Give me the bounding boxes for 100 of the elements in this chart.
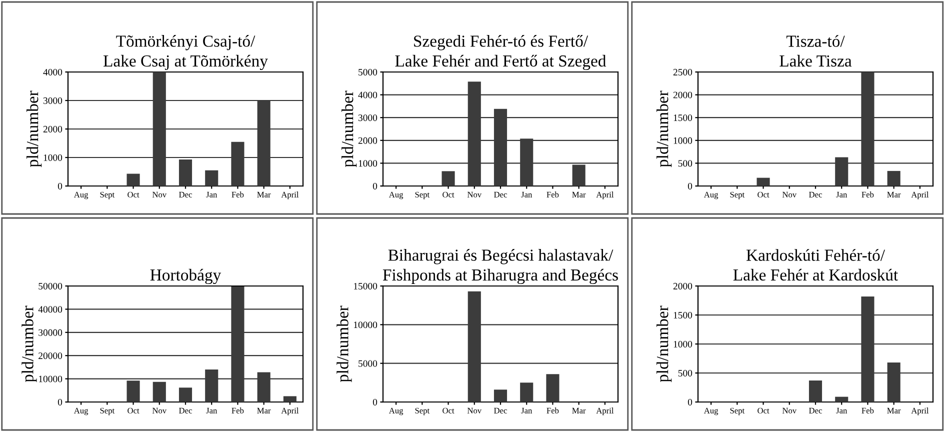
x-tick-label: Nov — [152, 192, 167, 198]
bar — [152, 382, 166, 402]
chart-title: Hortobágy — [150, 268, 222, 284]
x-tick-label: Dec — [494, 192, 507, 198]
x-tick-label: Sept — [730, 192, 745, 200]
x-tick-label: Sept — [415, 192, 430, 200]
y-tick-label: 4000 — [358, 92, 378, 98]
x-tick-label: Feb — [546, 192, 559, 198]
y-tick-label: 15000 — [354, 282, 378, 290]
x-tick-label: Jan — [206, 192, 218, 198]
x-tick-label: Aug — [704, 408, 718, 416]
y-tick-label: 1000 — [44, 154, 62, 161]
x-tick-label: Oct — [128, 408, 140, 414]
bar — [494, 390, 508, 402]
y-axis-title: pld/number — [656, 306, 672, 382]
y-tick-label: 3000 — [358, 114, 378, 122]
x-tick-label: April — [281, 408, 299, 416]
x-tick-label: Feb — [232, 408, 244, 414]
x-tick-label: Nov — [467, 408, 482, 414]
y-tick-label: 1500 — [674, 312, 692, 318]
x-tick-label: Jan — [521, 192, 532, 198]
x-tick-label: Sept — [415, 408, 430, 416]
y-tick-label: 1000 — [674, 137, 692, 144]
x-tick-label: Mar — [257, 192, 271, 198]
x-tick-label: Feb — [862, 408, 874, 414]
x-tick-label: Jan — [206, 408, 218, 414]
y-tick-label: 0 — [58, 182, 62, 190]
y-tick-label: 10000 — [354, 322, 378, 328]
bar — [442, 171, 455, 186]
x-tick-label: Aug — [704, 192, 718, 200]
y-tick-label: 10000 — [38, 376, 62, 382]
y-tick-label: 40000 — [38, 306, 62, 313]
x-tick-label: Mar — [887, 192, 901, 198]
chart-title: Biharugrai és Begécsi halastavak/ Fishponds at Biharugra and Begécs — [382, 249, 618, 284]
bar — [178, 388, 192, 402]
x-tick-label: April — [911, 192, 929, 200]
y-axis-title: pld/number — [656, 90, 672, 168]
x-tick-label: Aug — [74, 192, 88, 200]
x-tick-label: Sept — [100, 192, 115, 200]
bar — [835, 396, 848, 402]
x-tick-label: April — [596, 408, 614, 416]
x-tick-label: Sept — [100, 408, 115, 416]
x-tick-label: Aug — [74, 408, 88, 416]
y-tick-label: 0 — [372, 398, 378, 406]
bar — [520, 382, 534, 402]
y-axis-title: pld/number — [341, 90, 357, 168]
y-tick-label: 5000 — [358, 360, 378, 367]
x-tick-label: Oct — [758, 408, 770, 414]
x-tick-label: Jan — [836, 192, 848, 198]
x-tick-label: Jan — [836, 408, 848, 414]
y-tick-label: 20000 — [38, 352, 62, 360]
bar — [283, 396, 296, 402]
chart-title: Tõmörkényi Csaj-tó/ Lake Csaj at Tõmörkény — [104, 35, 268, 70]
chart-title: Kardoskúti Fehér-tó/ Lake Fehér at Kardoskút — [733, 249, 898, 281]
bar — [887, 170, 900, 186]
y-tick-label: 0 — [688, 398, 692, 406]
x-tick-label: Feb — [862, 192, 874, 198]
x-tick-label: Mar — [572, 408, 586, 414]
y-tick-label: 0 — [688, 182, 692, 190]
y-tick-label: 1000 — [358, 160, 378, 167]
y-tick-label: 4000 — [43, 68, 62, 76]
y-axis-title: pld/number — [22, 306, 37, 382]
x-tick-label: Mar — [572, 192, 586, 198]
x-tick-label: Dec — [179, 192, 192, 198]
x-tick-label: Sept — [730, 408, 745, 416]
bar — [808, 380, 822, 402]
x-tick-label: Oct — [758, 192, 770, 198]
y-tick-label: 2500 — [673, 68, 692, 76]
x-tick-label: Oct — [442, 408, 454, 414]
x-tick-label: Dec — [809, 408, 822, 414]
chart-title: Tisza-tó/ Lake Tisza — [780, 35, 852, 67]
y-axis-title: pld/number — [26, 90, 42, 168]
x-tick-label: Feb — [232, 192, 244, 198]
x-tick-label: Dec — [179, 408, 192, 414]
x-tick-label: April — [911, 408, 929, 416]
y-tick-label: 1000 — [674, 340, 692, 348]
x-tick-label: Aug — [388, 408, 404, 416]
x-tick-label: Dec — [494, 408, 507, 414]
y-tick-label: 2000 — [43, 126, 62, 132]
bar — [546, 374, 560, 402]
y-tick-label: 0 — [372, 182, 378, 190]
bar — [205, 170, 218, 186]
x-tick-label: Feb — [546, 408, 559, 414]
chart-title: Szegedi Fehér-tó és Fertő/ Lake Fehér and Fertő at Szeged — [395, 35, 606, 70]
y-tick-label: 0 — [58, 398, 62, 406]
y-tick-label: 30000 — [38, 329, 62, 336]
y-tick-label: 2000 — [358, 137, 378, 144]
y-tick-label: 500 — [678, 160, 692, 167]
y-tick-label: 3000 — [43, 97, 62, 104]
x-tick-label: April — [281, 192, 299, 200]
y-tick-label: 1500 — [674, 114, 692, 122]
x-tick-label: Dec — [809, 192, 822, 198]
x-tick-label: Aug — [388, 192, 404, 200]
x-tick-label: Oct — [442, 192, 454, 198]
x-tick-label: Nov — [782, 408, 797, 414]
y-axis-title: pld/number — [336, 306, 352, 382]
x-tick-label: Jan — [521, 408, 532, 414]
x-tick-label: Mar — [887, 408, 901, 414]
x-tick-label: Nov — [467, 192, 482, 198]
x-tick-label: Nov — [782, 192, 797, 198]
